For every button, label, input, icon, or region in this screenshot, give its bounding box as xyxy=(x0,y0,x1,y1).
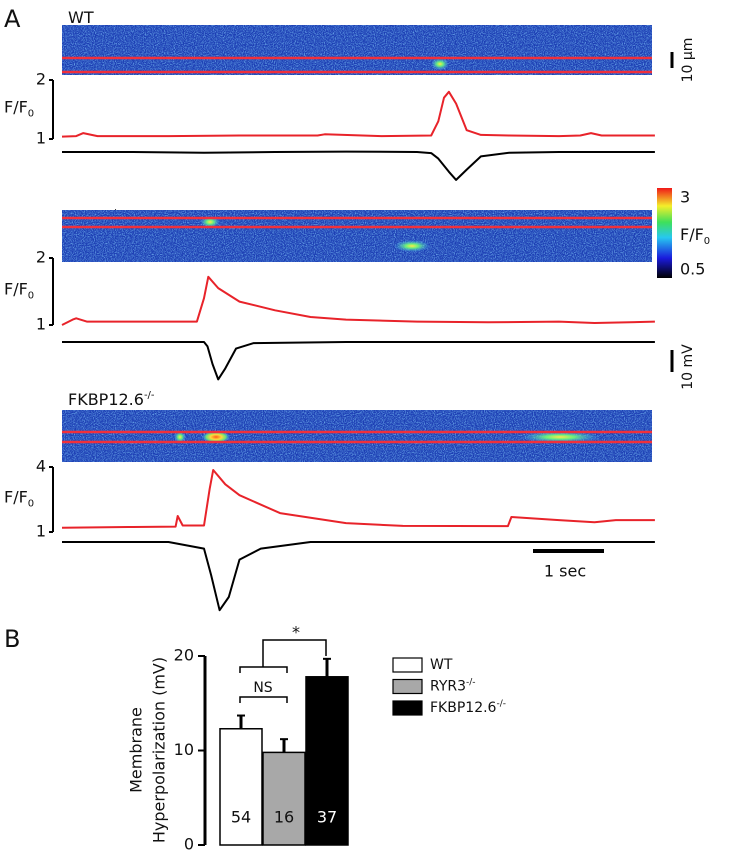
y-tick-label: 1 xyxy=(36,522,46,541)
y-tick-label: 4 xyxy=(36,457,46,476)
legend-label: FKBP12.6-/- xyxy=(430,699,506,717)
y-axis-label: F/F0 xyxy=(4,279,34,301)
y-axis-label: Hyperpolarization (mV) xyxy=(150,657,169,843)
legend-label-sup: -/- xyxy=(496,699,506,709)
y-axis-label-main: F/F xyxy=(4,279,28,298)
annotation: * xyxy=(292,623,300,642)
colorbar-tick-label: 3 xyxy=(680,188,690,207)
bar-count: 16 xyxy=(274,808,294,827)
panel-label: B xyxy=(4,625,20,653)
bar xyxy=(219,728,263,846)
annotation: NS xyxy=(253,680,272,696)
significance-bracket xyxy=(239,639,327,703)
legend-label-main: FKBP12.6 xyxy=(430,700,497,716)
bar xyxy=(305,676,349,846)
bar-count: 37 xyxy=(317,808,337,827)
calcium-spark xyxy=(520,431,600,443)
bar xyxy=(262,751,306,846)
y-axis-label: F/F0 xyxy=(4,97,34,119)
legend-label-sup: -/- xyxy=(466,677,476,687)
row-title: FKBP12.6-/- xyxy=(68,390,155,409)
calcium-spark xyxy=(431,58,449,70)
y-tick-label: 1 xyxy=(36,315,46,334)
y-tick-label: 10 xyxy=(174,740,194,759)
fluorescence-trace xyxy=(61,469,655,529)
voltage-trace xyxy=(62,150,655,181)
colorbar-label-main: F/F xyxy=(680,225,704,244)
y-tick-label: 1 xyxy=(36,129,46,148)
legend-label: WT xyxy=(430,657,453,673)
bar-count: 54 xyxy=(231,808,251,827)
scale-label: 10 mV xyxy=(680,344,696,390)
y-axis-label-main: F/F xyxy=(4,487,28,506)
panel-label: A xyxy=(4,5,21,33)
legend-label: RYR3-/- xyxy=(430,677,476,695)
line-scan-noise xyxy=(62,25,652,75)
y-tick-label: 20 xyxy=(174,646,194,665)
y-tick-label: 0 xyxy=(184,835,194,853)
row-title: WT xyxy=(68,8,94,27)
legend-label-main: RYR3 xyxy=(430,679,466,695)
calcium-spark xyxy=(202,431,230,443)
calcium-spark xyxy=(174,431,186,443)
calcium-spark xyxy=(394,240,430,252)
y-axis-label-sub: 0 xyxy=(28,290,34,301)
colorbar xyxy=(657,188,672,278)
voltage-trace xyxy=(62,541,655,612)
legend-swatch xyxy=(392,700,423,716)
voltage-trace xyxy=(62,341,655,381)
scale-label: 1 sec xyxy=(544,562,586,581)
fluorescence-trace xyxy=(61,90,655,138)
colorbar-label-sub: 0 xyxy=(704,236,710,247)
y-axis-label: Membrane xyxy=(127,707,146,793)
legend-label-main: WT xyxy=(430,657,453,673)
row-title-sup: -/- xyxy=(144,390,155,401)
y-axis-label-main: F/F xyxy=(4,97,28,116)
y-tick-label: 2 xyxy=(36,248,46,267)
y-axis-label-sub: 0 xyxy=(28,108,34,119)
row-title-main: WT xyxy=(68,8,94,27)
fluorescence-trace xyxy=(61,275,655,326)
colorbar-label: F/F0 xyxy=(680,225,710,247)
scale-label: 10 µm xyxy=(680,38,696,83)
row-title-main: FKBP12.6 xyxy=(68,390,144,409)
y-axis-label-sub: 0 xyxy=(28,498,34,509)
legend-swatch xyxy=(392,657,423,673)
legend-swatch xyxy=(392,678,423,695)
y-axis-label: F/F0 xyxy=(4,487,34,509)
y-tick-label: 2 xyxy=(36,70,46,89)
colorbar-tick-label: 0.5 xyxy=(680,260,705,279)
